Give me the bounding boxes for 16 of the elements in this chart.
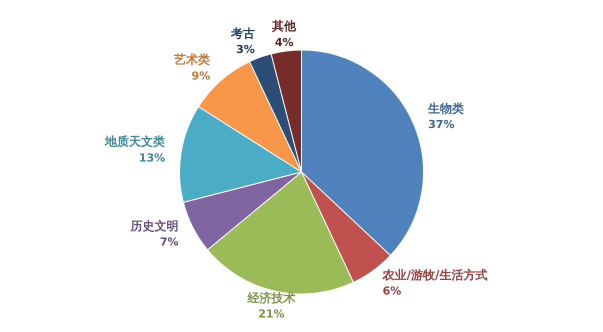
- slice-label: 考古: [230, 26, 255, 40]
- data-label: 6%: [382, 284, 402, 298]
- slice-label: 生物类: [427, 101, 464, 116]
- slice-label: 历史文明: [130, 218, 179, 233]
- slice-label: 农业/游牧/生活方式: [382, 268, 488, 282]
- data-label: 9%: [192, 69, 210, 82]
- slice-label: 经济技术: [246, 290, 296, 305]
- data-label: 21%: [258, 308, 285, 321]
- data-label: 7%: [160, 236, 179, 249]
- slice-label: 艺术类: [173, 52, 210, 67]
- data-label: 13%: [138, 151, 166, 164]
- slice-label: 地质天文类: [104, 134, 166, 149]
- slice-label: 其他: [271, 19, 298, 34]
- data-label: 4%: [274, 36, 294, 49]
- data-label: 3%: [236, 43, 255, 56]
- data-label: 37%: [428, 118, 454, 132]
